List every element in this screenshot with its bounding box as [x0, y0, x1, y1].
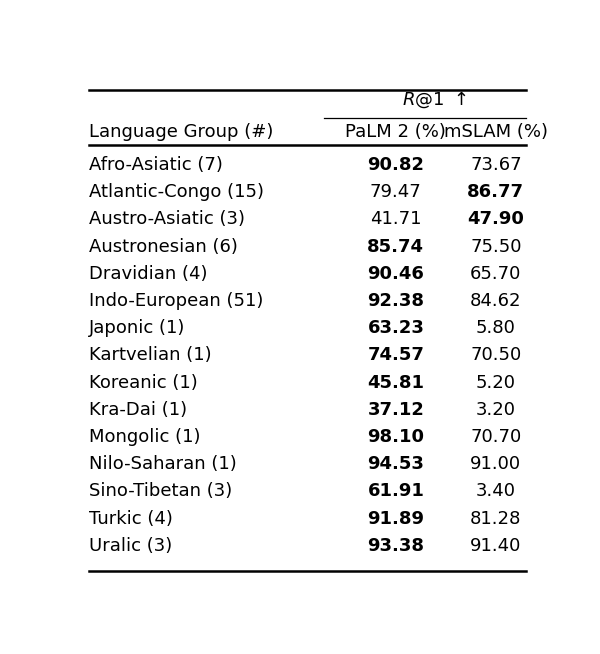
- Text: 63.23: 63.23: [367, 319, 424, 337]
- Text: 91.00: 91.00: [470, 455, 521, 473]
- Text: 74.57: 74.57: [367, 347, 424, 364]
- Text: Language Group (#): Language Group (#): [89, 124, 274, 141]
- Text: Indo-European (51): Indo-European (51): [89, 292, 263, 310]
- Text: Austro-Asiatic (3): Austro-Asiatic (3): [89, 211, 245, 228]
- Text: PaLM 2 (%): PaLM 2 (%): [346, 124, 446, 141]
- Text: 37.12: 37.12: [367, 401, 424, 419]
- Text: 61.91: 61.91: [367, 483, 424, 500]
- Text: Sino-Tibetan (3): Sino-Tibetan (3): [89, 483, 232, 500]
- Text: 91.89: 91.89: [367, 509, 424, 528]
- Text: 3.20: 3.20: [476, 401, 516, 419]
- Text: 98.10: 98.10: [367, 428, 424, 446]
- Text: 94.53: 94.53: [367, 455, 424, 473]
- Text: mSLAM (%): mSLAM (%): [444, 124, 548, 141]
- Text: 75.50: 75.50: [470, 237, 521, 256]
- Text: Japonic (1): Japonic (1): [89, 319, 185, 337]
- Text: Mongolic (1): Mongolic (1): [89, 428, 200, 446]
- Text: 79.47: 79.47: [370, 183, 422, 201]
- Text: 73.67: 73.67: [470, 156, 521, 174]
- Text: 45.81: 45.81: [367, 373, 424, 392]
- Text: Kra-Dai (1): Kra-Dai (1): [89, 401, 187, 419]
- Text: 5.20: 5.20: [476, 373, 516, 392]
- Text: $R@1$ $\uparrow$: $R@1$ $\uparrow$: [402, 90, 466, 111]
- Text: 91.40: 91.40: [470, 537, 521, 555]
- Text: Turkic (4): Turkic (4): [89, 509, 173, 528]
- Text: 5.80: 5.80: [476, 319, 516, 337]
- Text: 85.74: 85.74: [367, 237, 424, 256]
- Text: 84.62: 84.62: [470, 292, 521, 310]
- Text: Atlantic-Congo (15): Atlantic-Congo (15): [89, 183, 264, 201]
- Text: Afro-Asiatic (7): Afro-Asiatic (7): [89, 156, 223, 174]
- Text: Austronesian (6): Austronesian (6): [89, 237, 238, 256]
- Text: Dravidian (4): Dravidian (4): [89, 265, 208, 283]
- Text: 47.90: 47.90: [467, 211, 524, 228]
- Text: 70.50: 70.50: [470, 347, 521, 364]
- Text: Uralic (3): Uralic (3): [89, 537, 172, 555]
- Text: 90.46: 90.46: [367, 265, 424, 283]
- Text: 86.77: 86.77: [467, 183, 524, 201]
- Text: 81.28: 81.28: [470, 509, 521, 528]
- Text: 92.38: 92.38: [367, 292, 424, 310]
- Text: Koreanic (1): Koreanic (1): [89, 373, 198, 392]
- Text: Kartvelian (1): Kartvelian (1): [89, 347, 212, 364]
- Text: 90.82: 90.82: [367, 156, 424, 174]
- Text: 41.71: 41.71: [370, 211, 422, 228]
- Text: 70.70: 70.70: [470, 428, 521, 446]
- Text: 3.40: 3.40: [476, 483, 516, 500]
- Text: 93.38: 93.38: [367, 537, 424, 555]
- Text: Nilo-Saharan (1): Nilo-Saharan (1): [89, 455, 236, 473]
- Text: 65.70: 65.70: [470, 265, 521, 283]
